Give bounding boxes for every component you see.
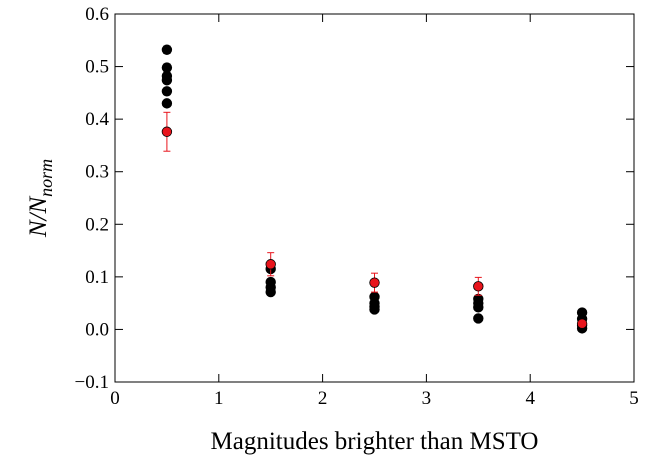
- marker: [161, 98, 173, 109]
- x-tick-label: 2: [318, 388, 328, 409]
- data-point: [369, 272, 380, 293]
- x-tick-label: 5: [629, 388, 639, 409]
- y-tick-label: 0.2: [85, 214, 109, 235]
- data-point: [473, 302, 484, 313]
- data-point: [161, 111, 173, 152]
- tick-labels: 0 1 2 3 4 5 −0.1 0.0 0.1 0.2 0.3 0.4 0.5 0.6: [75, 4, 639, 409]
- y-tick-label: 0.0: [85, 319, 109, 340]
- marker: [161, 86, 173, 97]
- y-axis-label-main: N/N: [25, 196, 52, 239]
- y-tick-label: 0.4: [85, 109, 109, 130]
- data-point: [369, 304, 380, 315]
- data-point: [473, 276, 484, 296]
- marker: [473, 313, 484, 324]
- marker: [369, 277, 380, 288]
- marker: [161, 44, 173, 55]
- data-points: [161, 44, 588, 334]
- data-point: [576, 318, 588, 329]
- x-tick-label: 4: [525, 388, 535, 409]
- x-tick-label: 3: [422, 388, 432, 409]
- y-tick-label: 0.1: [85, 267, 109, 288]
- y-tick-label: 0.3: [85, 162, 109, 183]
- data-point: [161, 98, 173, 109]
- data-point: [161, 75, 173, 86]
- marker: [576, 318, 588, 329]
- marker: [161, 126, 173, 137]
- axis-ticks: [114, 13, 635, 383]
- plot-frame: [114, 13, 635, 383]
- y-axis-label-subscript: norm: [36, 159, 56, 197]
- data-point: [161, 44, 173, 55]
- marker: [265, 286, 276, 298]
- data-point: [161, 86, 173, 97]
- y-axis-label: N/Nnorm: [25, 159, 56, 238]
- x-tick-label: 0: [110, 388, 120, 409]
- marker: [265, 259, 276, 270]
- data-point: [473, 313, 484, 324]
- marker: [161, 75, 173, 86]
- y-tick-label: −0.1: [75, 372, 109, 393]
- marker: [369, 304, 380, 315]
- y-tick-label: 0.5: [85, 57, 109, 78]
- data-point: [265, 286, 276, 298]
- x-axis-label: Magnitudes brighter than MSTO: [211, 428, 539, 455]
- y-tick-label: 0.6: [85, 4, 109, 25]
- data-point: [265, 252, 276, 277]
- marker: [473, 302, 484, 313]
- marker: [473, 281, 484, 292]
- x-tick-label: 1: [214, 388, 224, 409]
